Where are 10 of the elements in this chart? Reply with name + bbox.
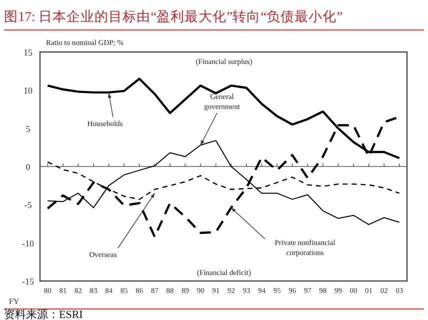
y-tick-label: -10 — [22, 238, 34, 248]
y-tick-label: 15 — [24, 48, 33, 58]
y-tick-label: 0 — [26, 162, 31, 172]
title: 图17: 日本企业的目标由“盈利最大化”转向“负债最小化” — [4, 9, 343, 24]
y-tick-label: 5 — [26, 124, 31, 134]
y-tick-label: -5 — [24, 200, 32, 210]
text: 资料来源：ESRI — [4, 308, 84, 320]
y-tick-label: 10 — [24, 86, 33, 96]
x-axis-title: FY — [8, 297, 20, 306]
y-tick-label: -15 — [22, 276, 34, 286]
